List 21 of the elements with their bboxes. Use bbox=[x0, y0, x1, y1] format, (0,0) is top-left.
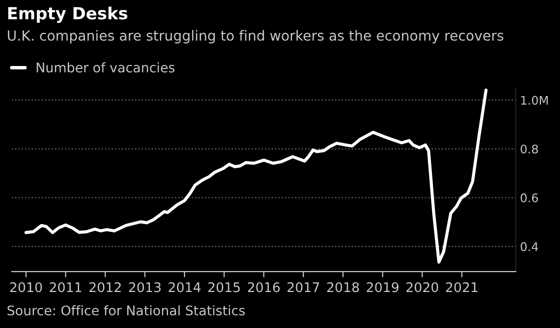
line-series bbox=[24, 88, 488, 264]
y-tick-label: 1.0M bbox=[521, 96, 548, 105]
x-tick-label: 2010 bbox=[10, 282, 42, 292]
x-tick-label: 2011 bbox=[50, 282, 82, 292]
x-tick-label: 2018 bbox=[327, 282, 359, 292]
x-tick-label: 2015 bbox=[208, 282, 240, 292]
x-tick-label: 2016 bbox=[248, 282, 280, 292]
x-tick-label: 2014 bbox=[168, 282, 201, 292]
y-tick-label: 0.4 bbox=[520, 242, 538, 252]
y-tick-label: 0.8 bbox=[520, 144, 538, 154]
x-tick-label: 2013 bbox=[129, 282, 161, 292]
x-tick-label: 2012 bbox=[89, 282, 121, 292]
y-tick-label: 0.6 bbox=[520, 193, 538, 202]
x-tick-label: 2017 bbox=[288, 282, 320, 292]
x-tick-label: 2019 bbox=[366, 282, 398, 292]
x-tick-label: 2021 bbox=[446, 282, 478, 292]
legend-label: Number of vacancies bbox=[36, 62, 174, 72]
source-note: Source: Office for National Statistics bbox=[8, 305, 245, 316]
chart-title: Empty Desks bbox=[8, 6, 128, 23]
x-tick-label: 2020 bbox=[406, 282, 438, 292]
chart-subtitle: U.K. companies are struggling to find workers as the economy recovers bbox=[8, 30, 504, 44]
